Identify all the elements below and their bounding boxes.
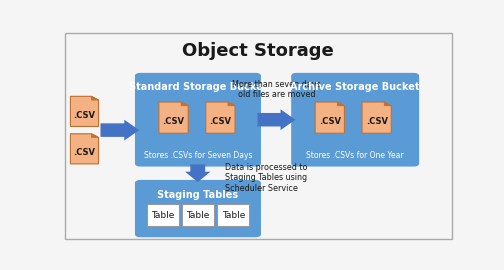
- Polygon shape: [228, 102, 235, 106]
- FancyBboxPatch shape: [136, 73, 260, 166]
- Polygon shape: [258, 109, 295, 130]
- Text: .CSV: .CSV: [319, 117, 341, 126]
- Text: Archive Storage Bucket: Archive Storage Bucket: [290, 83, 420, 93]
- Text: Table: Table: [222, 211, 245, 220]
- Text: Data is processed to
Staging Tables using
Scheduler Service: Data is processed to Staging Tables usin…: [225, 163, 307, 193]
- FancyBboxPatch shape: [182, 204, 214, 226]
- Text: .CSV: .CSV: [74, 111, 95, 120]
- Text: Table: Table: [151, 211, 175, 220]
- Polygon shape: [71, 134, 99, 164]
- Polygon shape: [71, 96, 99, 126]
- Polygon shape: [92, 134, 99, 137]
- Text: Table: Table: [186, 211, 210, 220]
- FancyBboxPatch shape: [136, 181, 260, 237]
- Polygon shape: [92, 96, 99, 100]
- Text: .CSV: .CSV: [162, 117, 184, 126]
- Text: .CSV: .CSV: [209, 117, 231, 126]
- Text: Staging Tables: Staging Tables: [157, 190, 238, 200]
- Text: .CSV: .CSV: [365, 117, 388, 126]
- Polygon shape: [337, 102, 344, 106]
- Polygon shape: [159, 102, 188, 133]
- Polygon shape: [181, 102, 188, 106]
- Polygon shape: [185, 164, 211, 182]
- FancyBboxPatch shape: [292, 73, 418, 166]
- Polygon shape: [362, 102, 391, 133]
- Text: More than seven days
old files are moved: More than seven days old files are moved: [232, 80, 321, 99]
- Text: Object Storage: Object Storage: [182, 42, 334, 60]
- Text: .CSV: .CSV: [74, 148, 95, 157]
- Text: Stores .CSVs for One Year: Stores .CSVs for One Year: [306, 151, 404, 160]
- Polygon shape: [100, 120, 139, 140]
- Polygon shape: [384, 102, 391, 106]
- Text: Stores .CSVs for Seven Days: Stores .CSVs for Seven Days: [144, 151, 252, 160]
- Polygon shape: [206, 102, 235, 133]
- Text: Standard Storage Bucket: Standard Storage Bucket: [129, 83, 267, 93]
- FancyBboxPatch shape: [147, 204, 179, 226]
- Polygon shape: [315, 102, 344, 133]
- FancyBboxPatch shape: [217, 204, 249, 226]
